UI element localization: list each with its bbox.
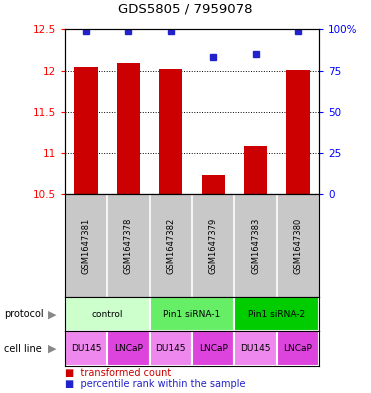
Bar [192,331,234,366]
Bar [65,331,107,366]
Bar [201,175,225,194]
Bar [234,297,319,331]
Text: LNCaP: LNCaP [283,344,312,353]
Text: Pin1 siRNA-2: Pin1 siRNA-2 [248,310,305,319]
Bar [75,67,98,194]
Bar [107,331,150,366]
Bar [150,331,192,366]
Text: GSM1647379: GSM1647379 [209,217,218,274]
Text: GSM1647382: GSM1647382 [166,217,175,274]
Text: GDS5805 / 7959078: GDS5805 / 7959078 [118,3,253,16]
Text: DU145: DU145 [240,344,271,353]
Bar [159,69,183,194]
Bar [244,146,267,194]
Text: DU145: DU145 [71,344,101,353]
Bar [65,297,150,331]
Text: ■  transformed count: ■ transformed count [65,368,171,378]
Text: protocol: protocol [4,309,43,319]
Text: cell line: cell line [4,343,42,354]
Bar [234,331,277,366]
Bar [277,331,319,366]
Text: GSM1647380: GSM1647380 [293,217,302,274]
Text: GSM1647383: GSM1647383 [251,217,260,274]
Text: GSM1647378: GSM1647378 [124,217,133,274]
Bar [286,70,309,194]
Text: GSM1647381: GSM1647381 [82,217,91,274]
Bar [117,63,140,194]
Text: LNCaP: LNCaP [114,344,143,353]
Bar [150,297,234,331]
Text: DU145: DU145 [155,344,186,353]
Text: control: control [92,310,123,319]
Text: ▶: ▶ [48,343,57,354]
Text: Pin1 siRNA-1: Pin1 siRNA-1 [163,310,221,319]
Text: ▶: ▶ [48,309,57,319]
Text: ■  percentile rank within the sample: ■ percentile rank within the sample [65,379,246,389]
Text: LNCaP: LNCaP [199,344,227,353]
